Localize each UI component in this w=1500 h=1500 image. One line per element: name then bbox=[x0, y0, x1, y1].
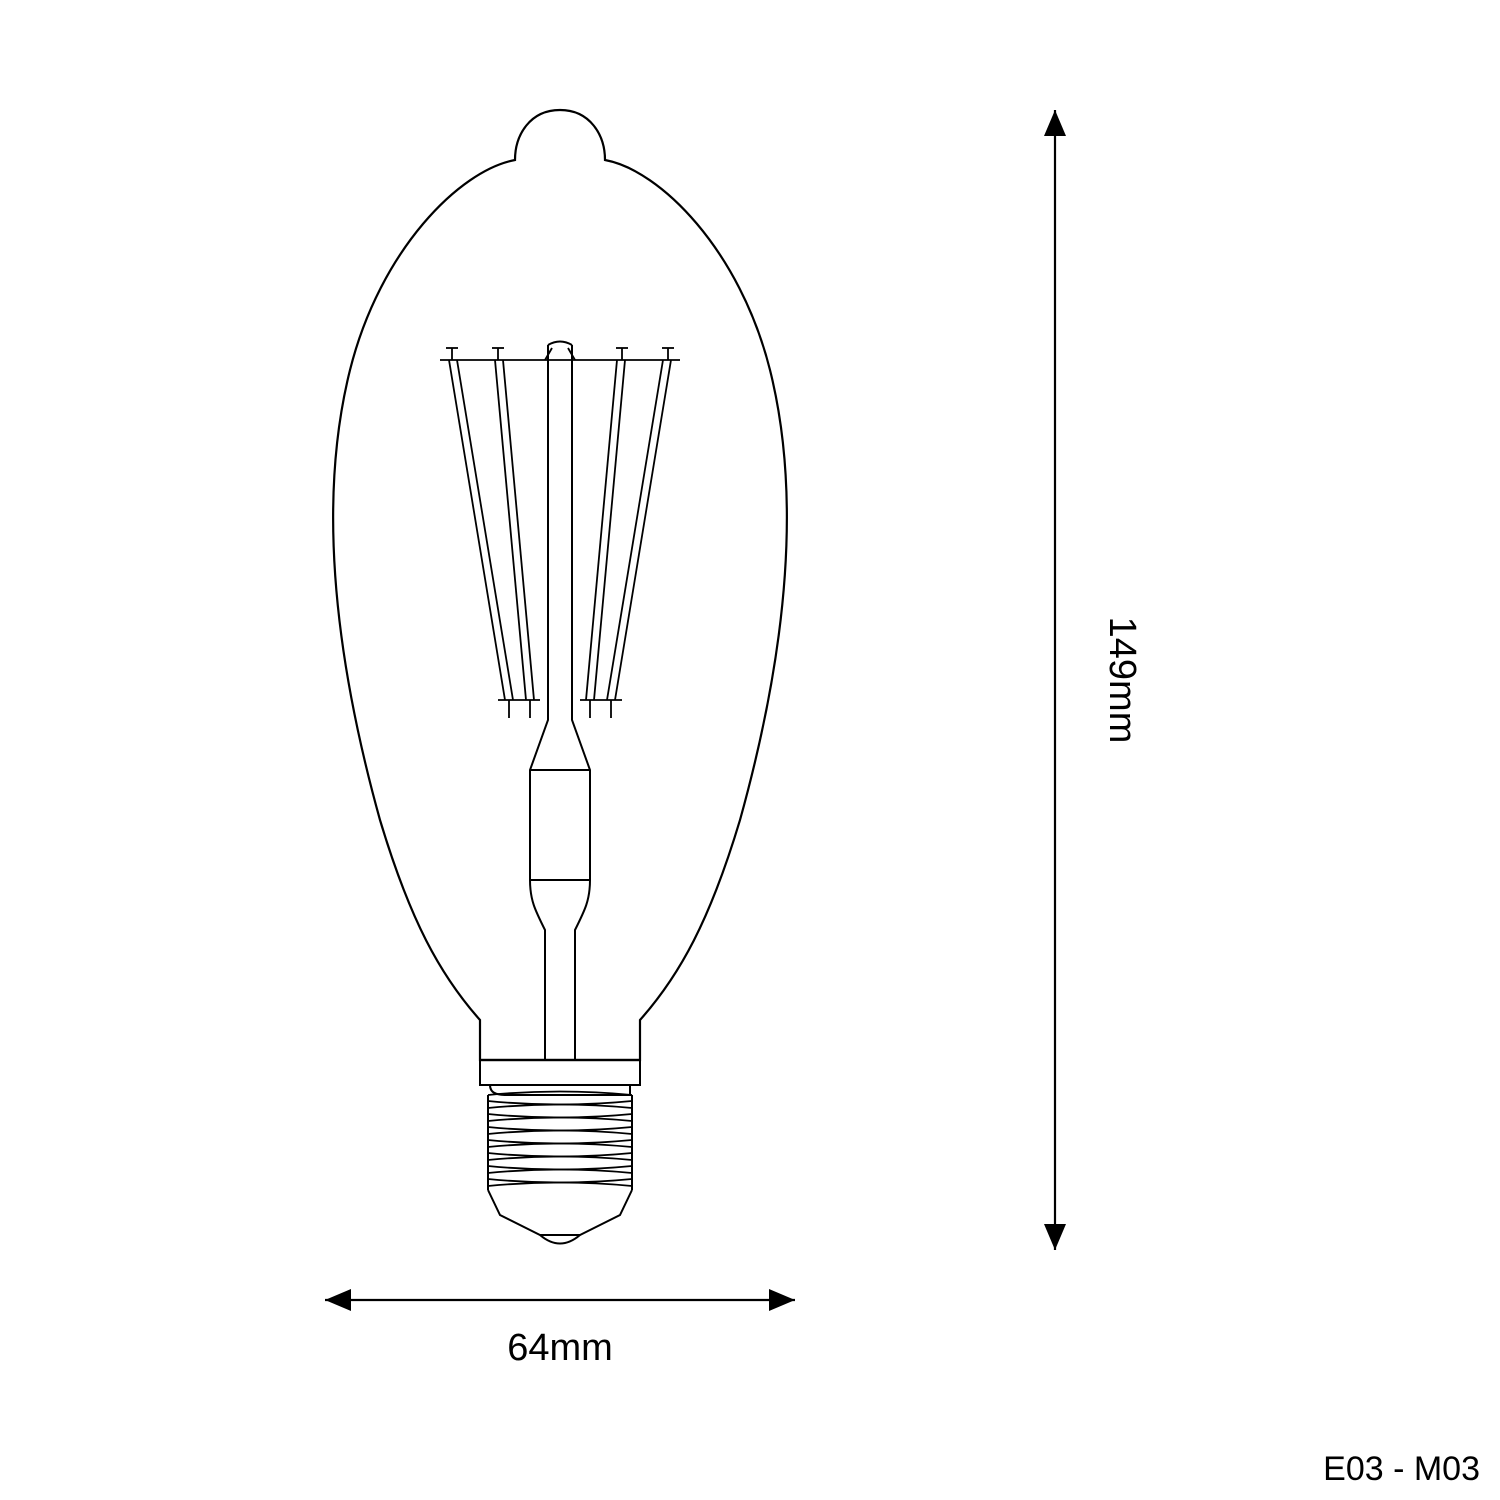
bulb-glass-outline bbox=[333, 110, 787, 1060]
height-label: 149mm bbox=[1101, 617, 1143, 744]
screw-base bbox=[480, 1060, 640, 1244]
filament-assembly bbox=[440, 348, 680, 718]
width-label: 64mm bbox=[507, 1327, 613, 1369]
width-dimension: 64mm bbox=[325, 1300, 795, 1369]
height-dimension: 149mm bbox=[1055, 110, 1143, 1250]
bulb-dimension-diagram: 64mm 149mm E03 - M03 bbox=[0, 0, 1500, 1500]
product-code: E03 - M03 bbox=[1323, 1450, 1480, 1488]
